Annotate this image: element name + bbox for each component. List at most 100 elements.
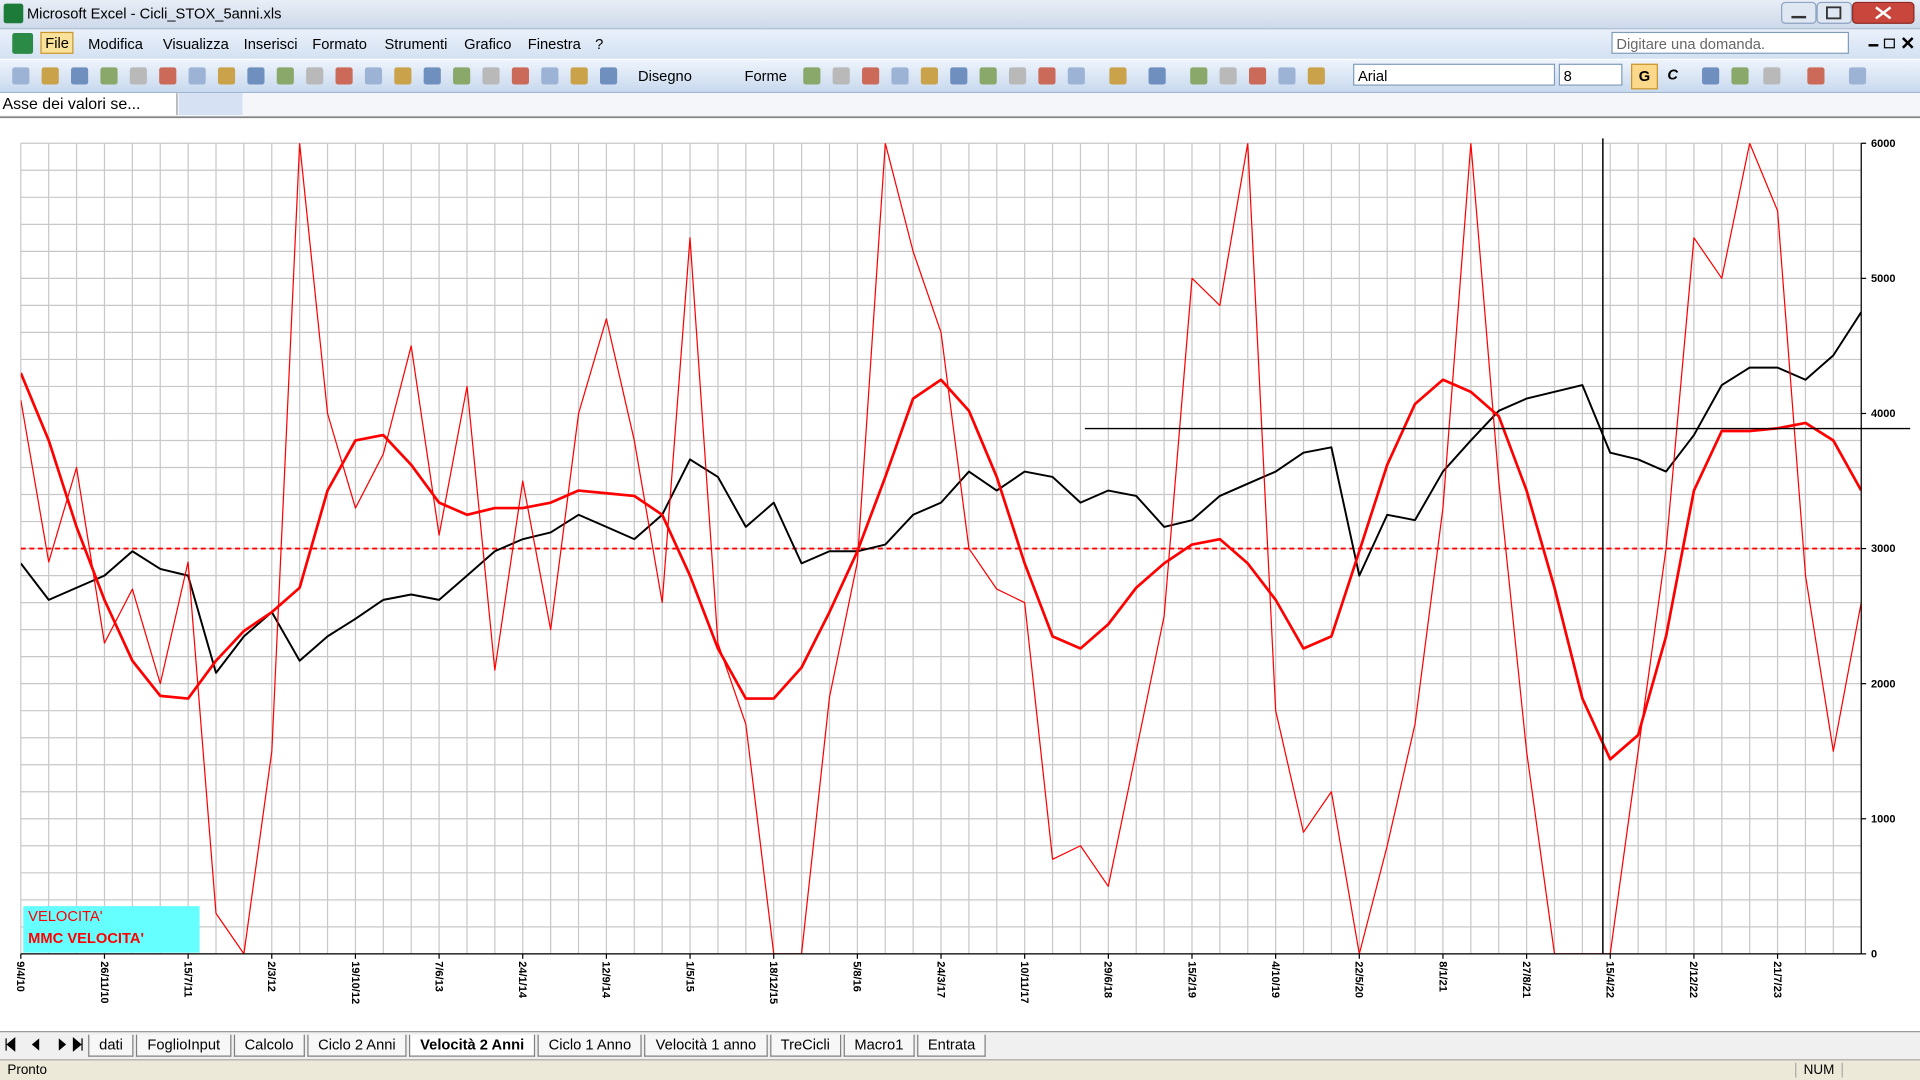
toolbar-icon[interactable] <box>100 67 118 85</box>
x-tick-label: 9/4/10 <box>14 961 26 992</box>
menu-item[interactable]: Finestra <box>527 35 581 53</box>
toolbar-icon[interactable] <box>1219 67 1237 85</box>
toolbar-icon[interactable] <box>600 67 618 85</box>
x-tick-label: 2/3/12 <box>265 961 277 992</box>
menu-item[interactable]: ? <box>595 35 604 53</box>
toolbar-icon[interactable] <box>1702 67 1720 85</box>
toolbar: Disegno Forme Arial 8 G C <box>0 60 1920 94</box>
menu-item[interactable]: Formato <box>312 35 367 53</box>
toolbar-icon[interactable] <box>891 67 909 85</box>
y-tick-label: 0 <box>1871 949 1877 961</box>
toolbar-icon[interactable] <box>217 67 236 85</box>
toolbar-icon[interactable] <box>511 67 529 85</box>
window-controls[interactable] <box>1780 1 1917 25</box>
x-tick-label: 2/12/22 <box>1687 961 1699 998</box>
series-line <box>20 372 1862 761</box>
window-title: Microsoft Excel - Cicli_STOX_5anni.xls <box>26 4 282 23</box>
toolbar-icon[interactable] <box>247 67 265 85</box>
toolbar-icon[interactable] <box>950 67 968 85</box>
shapes-menu[interactable]: Forme <box>744 67 787 85</box>
menu-item[interactable]: Visualizza <box>162 35 229 53</box>
x-tick-label: 26/11/10 <box>98 961 110 1003</box>
menu-item[interactable]: Modifica <box>88 35 143 53</box>
x-tick-label: 15/2/19 <box>1185 961 1197 998</box>
y-tick-label: 2000 <box>1871 678 1896 690</box>
toolbar-icon[interactable] <box>12 67 30 85</box>
sheet-tab[interactable]: TreCicli <box>769 1034 841 1057</box>
sheet-tab[interactable]: Calcolo <box>233 1034 305 1057</box>
x-tick-label: 18/12/15 <box>767 961 779 1004</box>
workbook-controls[interactable] <box>1866 34 1917 54</box>
toolbar-icon[interactable] <box>920 67 938 85</box>
x-tick-label: 24/1/14 <box>516 961 528 999</box>
toolbar-icon[interactable] <box>1848 67 1867 85</box>
toolbar-icon[interactable] <box>541 67 559 85</box>
x-tick-label: 4/10/19 <box>1269 961 1281 998</box>
sheet-tab[interactable]: Ciclo 1 Anno <box>537 1034 643 1057</box>
toolbar-icon[interactable] <box>482 67 500 85</box>
toolbar-icon[interactable] <box>41 67 59 85</box>
toolbar-icon[interactable] <box>188 67 206 85</box>
font-box[interactable]: Arial <box>1353 63 1556 86</box>
toolbar-icon[interactable] <box>1038 67 1056 85</box>
x-tick-label: 29/6/18 <box>1102 961 1114 998</box>
toolbar-icon[interactable] <box>1008 67 1027 85</box>
num-lock: NUM <box>1795 1062 1843 1078</box>
toolbar-icon[interactable] <box>1731 67 1749 85</box>
tab-navigation[interactable] <box>5 1037 83 1052</box>
sheet-tab[interactable]: Velocità 2 Anni <box>409 1034 536 1057</box>
x-tick-label: 7/6/13 <box>432 961 444 992</box>
toolbar-icon[interactable] <box>832 67 850 85</box>
toolbar-icon[interactable] <box>453 67 471 85</box>
toolbar-icon[interactable] <box>159 67 177 85</box>
drawing-menu[interactable]: Disegno <box>637 67 692 85</box>
menu-item[interactable]: File <box>40 31 74 54</box>
sheet-tab[interactable]: Macro1 <box>843 1034 915 1057</box>
toolbar-icon[interactable] <box>364 67 383 85</box>
menu-item[interactable]: Inserisci <box>243 35 298 53</box>
toolbar-icon[interactable] <box>1763 67 1781 85</box>
legend-entry: MMC VELOCITA' <box>28 931 144 947</box>
grid <box>20 142 1862 955</box>
toolbar-icon[interactable] <box>1807 67 1825 85</box>
toolbar-icon[interactable] <box>335 67 353 85</box>
menu-item[interactable]: Grafico <box>464 35 512 53</box>
sheet-tab[interactable]: Ciclo 2 Anni <box>307 1034 407 1057</box>
menu-item[interactable]: Strumenti <box>384 35 448 53</box>
toolbar-icon[interactable] <box>71 67 89 85</box>
toolbar-icon[interactable] <box>394 67 412 85</box>
x-tick-label: 22/5/20 <box>1353 961 1365 998</box>
sheet-tab[interactable]: dati <box>88 1034 134 1057</box>
help-box[interactable]: Digitare una domanda. <box>1611 31 1849 54</box>
name-box[interactable]: Asse dei valori se... <box>0 93 178 116</box>
sheet-tab[interactable]: FoglioInput <box>136 1034 232 1057</box>
toolbar-icon[interactable] <box>276 67 294 85</box>
toolbar-icon[interactable] <box>1278 67 1296 85</box>
toolbar-icon[interactable] <box>979 67 997 85</box>
sheet-tab[interactable]: Entrata <box>916 1034 987 1057</box>
toolbar-icon[interactable] <box>1190 67 1208 85</box>
toolbar-icon[interactable] <box>129 67 147 85</box>
toolbar-icon[interactable] <box>803 67 821 85</box>
x-tick-label: 5/8/16 <box>851 961 863 992</box>
x-tick-label: 15/7/11 <box>181 961 193 997</box>
toolbar-icon[interactable] <box>423 67 441 85</box>
italic-button[interactable]: C <box>1667 66 1678 84</box>
x-tick-label: 8/1/21 <box>1436 961 1448 992</box>
toolbar-icon[interactable] <box>1307 67 1325 85</box>
bold-button[interactable]: G <box>1631 63 1658 90</box>
toolbar-icon[interactable] <box>1248 67 1267 85</box>
x-tick-label: 12/9/14 <box>600 961 612 999</box>
toolbar-icon[interactable] <box>1109 67 1127 85</box>
font-size-box[interactable]: 8 <box>1558 63 1623 86</box>
title-bar: Microsoft Excel - Cicli_STOX_5anni.xls <box>0 0 1920 30</box>
sheet-tab[interactable]: Velocità 1 anno <box>644 1034 768 1057</box>
legend-box <box>23 906 200 953</box>
toolbar-icon[interactable] <box>570 67 588 85</box>
toolbar-icon[interactable] <box>306 67 324 85</box>
toolbar-icon[interactable] <box>1148 67 1166 85</box>
legend-entry: VELOCITA' <box>28 909 103 925</box>
toolbar-icon[interactable] <box>1067 67 1085 85</box>
toolbar-icon[interactable] <box>862 67 880 85</box>
